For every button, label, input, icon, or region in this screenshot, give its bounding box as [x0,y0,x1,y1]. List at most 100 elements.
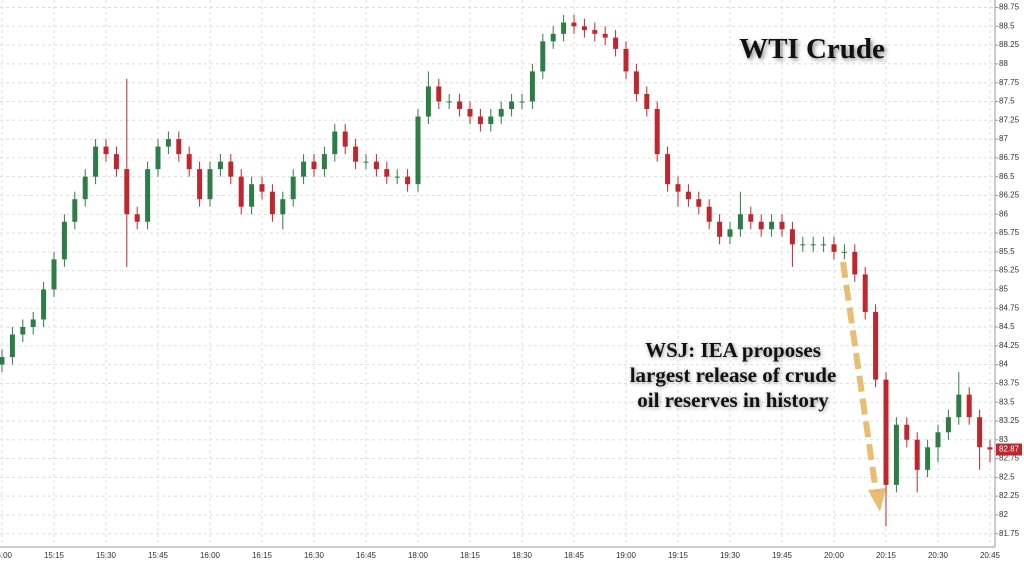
candle-body [61,221,67,260]
candle-body [197,169,203,200]
candle-body [987,447,993,450]
x-tick-label: 18:00 [408,551,429,560]
candle-body [852,251,858,275]
candle-body [925,447,931,470]
annotation: oil reserves in history [637,388,829,412]
x-tick-label: 18:30 [512,551,533,560]
candle-body [665,154,671,185]
candle-body [581,26,587,31]
x-tick-label: 16:15 [252,551,273,560]
candle-body [207,169,213,200]
candle-body [425,86,431,117]
y-tick-label: 85.25 [999,266,1020,275]
y-tick-label: 87.25 [999,115,1020,124]
candle-body [41,289,47,320]
candle-body [966,394,972,418]
candle-body [737,214,743,230]
y-tick-label: 85 [999,285,1008,294]
y-tick-label: 88 [999,59,1008,68]
y-tick-label: 87.75 [999,78,1020,87]
candle-body [914,439,920,470]
y-tick-label: 87 [999,134,1008,143]
candle-body [613,37,619,49]
candle-body [228,161,234,177]
candle-body [488,116,494,125]
candle-body [758,221,764,230]
y-tick-label: 87.5 [999,97,1015,106]
candle-body [675,184,681,192]
candle-body [0,357,5,365]
candle-body [415,116,421,185]
y-tick-label: 82.5 [999,472,1015,481]
candle-body [103,146,109,155]
candle-body [945,417,951,433]
candle-body [561,22,567,34]
x-tick-label: 15:30 [96,551,117,560]
candle-body [685,191,691,200]
candle-body [155,146,161,170]
candle-body [301,161,307,177]
y-tick-label: 84.5 [999,322,1015,331]
last-price-tag [996,443,1022,456]
candle-body [706,206,712,222]
y-tick-label: 88.5 [999,21,1015,30]
candle-body [748,214,754,222]
candle-body [602,33,608,38]
y-tick-label: 83 [999,435,1008,444]
candle-body [384,169,390,177]
candle-body [789,229,795,245]
candle-body [436,86,442,102]
candle-body [342,131,348,147]
candle-body [862,274,868,312]
candle-body [217,161,223,170]
candle-body [623,48,629,72]
candle-body [394,176,400,178]
y-tick-label: 84 [999,360,1008,369]
y-tick-label: 88.25 [999,40,1020,49]
candle-body [893,424,899,485]
x-tick-label: 16:30 [304,551,325,560]
candle-body [779,221,785,230]
candle-body [644,93,650,109]
candle-body [498,109,504,117]
candle-body [821,244,827,246]
candle-body [51,259,57,290]
candle-body [446,101,452,103]
candle-body [696,199,702,207]
x-tick-label: 19:45 [772,551,793,560]
candle-body [873,311,879,380]
candle-body [363,161,369,163]
candle-body [72,199,78,222]
x-tick-label: 19:00 [616,551,637,560]
x-tick-label: 16:00 [200,551,221,560]
candle-body [134,214,140,222]
candle-body [238,176,244,207]
annotation: largest release of crude [630,363,837,387]
candle-body [810,244,816,246]
candle-body [457,101,463,109]
annotation: WSJ: IEA proposes [645,338,821,362]
x-tick-label: 15:15 [44,551,65,560]
candle-body [165,139,171,147]
y-tick-label: 86 [999,209,1008,218]
candle-body [540,41,546,72]
y-tick-label: 83.75 [999,378,1020,387]
candle-body [82,176,88,200]
candle-body [592,30,598,34]
candle-body [269,191,275,215]
candle-body [9,334,15,358]
chart-title: WTI Crude [739,33,885,65]
candle-body [529,71,535,102]
candle-body [124,169,130,215]
candle-body [259,184,265,192]
candle-body [467,109,473,117]
x-tick-label: 20:30 [928,551,949,560]
candle-body [654,109,660,155]
x-tick-label: 15:00 [0,551,13,560]
candle-body [977,417,983,448]
candle-body [717,221,723,237]
x-tick-label: 19:30 [720,551,741,560]
x-tick-label: 20:45 [980,551,1001,560]
y-tick-label: 85.5 [999,247,1015,256]
y-tick-label: 85.75 [999,228,1020,237]
